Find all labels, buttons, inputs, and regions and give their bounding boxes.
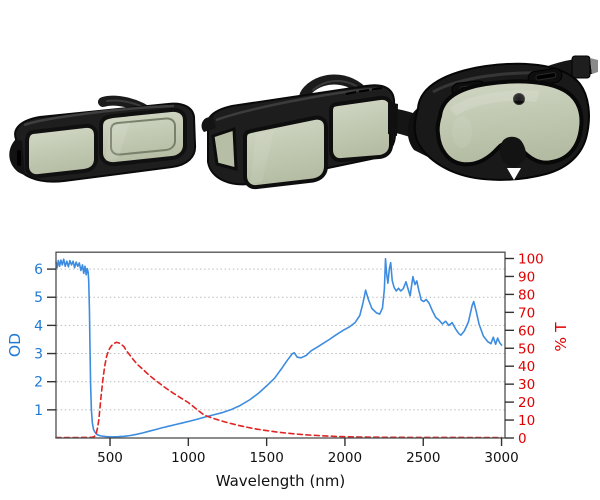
left-tick-label: 4 [34, 318, 43, 334]
nose-bridge-piece [499, 136, 526, 169]
right-tick-label: 0 [518, 431, 527, 447]
strap-left-clip [388, 102, 398, 136]
left-arm-tip [201, 116, 216, 132]
left-tick-label: 2 [34, 375, 43, 391]
louver-vents [345, 87, 383, 95]
fitover-compact-svg [9, 95, 197, 183]
right-tick-label: 50 [518, 341, 535, 357]
side-lens [211, 126, 238, 171]
od-transmission-chart: 1 2 3 4 5 6 0 10 20 30 40 50 60 70 80 90 100 500 1000 1500 2… [0, 235, 600, 500]
series-od [55, 257, 503, 438]
right-tick-label: 70 [518, 305, 535, 321]
right-axis-title: % T [552, 322, 570, 352]
lens-sheen [105, 121, 130, 161]
product-image-fitover-compact [2, 55, 202, 200]
series-transmission [55, 341, 503, 439]
lens-glint [452, 116, 472, 148]
lens-insert-outline [110, 117, 176, 156]
left-tick-label: 3 [34, 347, 43, 363]
right-tick-label: 90 [518, 269, 535, 285]
x-tick-label: 2500 [406, 450, 440, 466]
strap-tip-gray [590, 58, 598, 74]
left-lens [243, 115, 328, 190]
product-image-goggles [388, 36, 600, 204]
x-axis-title: Wavelength (nm) [216, 472, 346, 490]
left-lens [25, 123, 98, 179]
goggle-lens [435, 79, 584, 167]
right-lens [329, 95, 393, 163]
x-tick-label: 1000 [171, 450, 205, 466]
plot-border [55, 251, 506, 439]
lens-sheen [450, 90, 540, 116]
side-vent-slot [17, 150, 21, 166]
fitover-large-svg [201, 74, 397, 190]
right-tick-label: 20 [518, 395, 535, 411]
lens-screw-dot [517, 97, 521, 101]
right-tick-label: 30 [518, 377, 535, 393]
goggles-svg [388, 55, 598, 181]
x-tick-label: 500 [97, 450, 123, 466]
x-tick-label: 3000 [484, 450, 518, 466]
right-tick-label: 10 [518, 413, 535, 429]
x-tick-label: 1500 [249, 450, 283, 466]
left-tick-label: 6 [34, 262, 43, 278]
x-tick-label: 2000 [328, 450, 362, 466]
strap-buckle-right [571, 55, 591, 79]
right-tick-label: 60 [518, 323, 535, 339]
left-axis-title: OD [6, 333, 24, 357]
product-image-fitover-large [196, 48, 401, 198]
frame-top-highlight [23, 104, 175, 127]
right-tick-label: 40 [518, 359, 535, 375]
left-tick-label: 1 [34, 403, 43, 419]
lens-sheen [250, 130, 274, 184]
nose-gap-white [507, 168, 521, 180]
right-tick-label: 100 [518, 252, 544, 268]
right-tick-label: 80 [518, 287, 535, 303]
left-tick-label: 5 [34, 290, 43, 306]
